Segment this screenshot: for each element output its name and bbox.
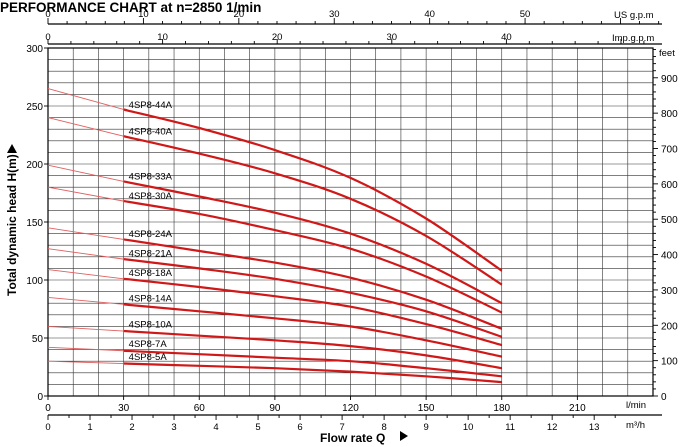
curve-extension-line: [47, 248, 124, 260]
imp-gpm-tick-label: 40: [501, 32, 512, 43]
m3h-tick-label: 5: [255, 422, 260, 433]
curve-label: 4SP8-10A: [129, 320, 173, 331]
lmin-tick-label: 90: [269, 403, 281, 414]
m3h-tick-label: 8: [381, 422, 386, 433]
tick-layer: 0 10 20 30 40 500 10 20 30 400 30 60 90 120 150 180 2100…: [26, 9, 678, 433]
curve-extension-line: [47, 296, 124, 305]
label-layer: 4SP8-44A 4SP8-40A 4SP8-33A 4SP8-30A 4SP8-24A…: [129, 100, 173, 363]
feet-tick-label: 600: [661, 180, 678, 191]
y-tick-label: 150: [26, 218, 43, 229]
m3h-tick-label: 11: [505, 422, 515, 433]
y-axis-title: Total dynamic head H(m): [5, 154, 19, 296]
us-gpm-tick-label: 40: [424, 9, 435, 20]
curve-label: 4SP8-24A: [129, 229, 173, 240]
performance-curve: [123, 303, 503, 358]
performance-curve: [123, 349, 502, 378]
y-tick-label: 50: [32, 334, 44, 345]
feet-tick-label: 0: [661, 392, 667, 403]
m3h-tick-label: 9: [423, 422, 428, 433]
performance-curve: [123, 180, 503, 305]
m3h-tick-label: 13: [589, 422, 600, 433]
curve-label: 4SP8-5A: [129, 352, 168, 363]
curve-extension-line: [47, 269, 124, 280]
us-gpm-tick-label: 50: [520, 9, 531, 20]
m3h-unit: m³/h: [626, 420, 645, 431]
imp-gpm-tick-label: 20: [272, 32, 283, 43]
m3h-tick-label: 10: [463, 422, 474, 433]
performance-curve: [123, 135, 503, 286]
curve-label: 4SP8-40A: [129, 126, 173, 137]
performance-curve: [123, 362, 502, 384]
us-gpm-tick-label: 0: [45, 9, 50, 20]
lmin-tick-label: 60: [194, 403, 206, 414]
curve-label: 4SP8-21A: [129, 248, 173, 259]
m3h-tick-label: 12: [547, 422, 558, 433]
feet-tick-label: 100: [661, 357, 678, 368]
m3h-tick-label: 1: [87, 422, 92, 433]
curve-extension-line: [47, 186, 124, 202]
feet-tick-label: 700: [661, 144, 678, 155]
y-axis-arrow-icon: [7, 144, 17, 153]
performance-curve: [123, 238, 503, 330]
m3h-tick-label: 3: [171, 422, 176, 433]
performance-curve: [123, 258, 503, 338]
m3h-tick-label: 2: [129, 422, 134, 433]
feet-tick-label: 900: [661, 74, 678, 85]
performance-curve: [123, 277, 503, 347]
imp-gpm-tick-label: 0: [45, 32, 50, 43]
feet-unit: feet: [659, 48, 675, 59]
m3h-tick-label: 0: [45, 422, 50, 433]
curve-extension-line: [47, 88, 124, 110]
curve-label: 4SP8-44A: [129, 100, 173, 111]
imp-gpm-unit: Imp.g.p.m: [612, 33, 654, 44]
us-gpm-unit: US g.p.m: [614, 10, 654, 21]
us-gpm-tick-label: 10: [138, 9, 149, 20]
performance-curve: [123, 200, 503, 314]
lmin-tick-label: 150: [418, 403, 435, 414]
y-tick-label: 300: [26, 44, 43, 55]
y-tick-label: 100: [26, 276, 43, 287]
imp-gpm-tick-label: 10: [157, 32, 168, 43]
feet-tick-label: 800: [661, 109, 678, 120]
lmin-tick-label: 180: [493, 403, 510, 414]
lmin-tick-label: 0: [45, 403, 51, 414]
y-tick-label: 250: [26, 102, 43, 113]
performance-curve: [123, 329, 502, 370]
grid-layer: [47, 47, 654, 397]
chart-title: PERFORMANCE CHART at n=2850 1/min: [0, 0, 262, 15]
feet-tick-label: 500: [661, 215, 678, 226]
m3h-tick-label: 4: [213, 422, 218, 433]
y-tick-label: 200: [26, 160, 43, 171]
curve-extension-line: [47, 325, 124, 332]
y-tick-label: 0: [37, 392, 43, 403]
curve-label: 4SP8-18A: [129, 268, 173, 279]
m3h-tick-label: 6: [297, 422, 302, 433]
curve-label: 4SP8-30A: [129, 191, 173, 202]
curve-label: 4SP8-7A: [129, 339, 168, 350]
curve-layer: [47, 88, 503, 384]
lmin-tick-label: 30: [118, 403, 130, 414]
curve-extension-line: [47, 360, 124, 364]
curve-label: 4SP8-14A: [129, 293, 173, 304]
lmin-tick-label: 120: [342, 403, 359, 414]
curve-extension-line: [47, 346, 124, 352]
lmin-tick-label: 210: [569, 403, 586, 414]
curve-extension-line: [47, 164, 124, 182]
us-gpm-tick-label: 20: [234, 9, 245, 20]
performance-curve: [123, 108, 503, 272]
curve-extension-line: [47, 117, 124, 137]
feet-tick-label: 300: [661, 286, 678, 297]
x-axis-title: Flow rate Q: [320, 431, 385, 445]
lmin-unit: l/min: [626, 400, 646, 411]
feet-tick-label: 200: [661, 321, 678, 332]
x-axis-arrow-icon: [400, 431, 408, 441]
us-gpm-tick-label: 30: [329, 9, 340, 20]
feet-tick-label: 400: [661, 251, 678, 262]
imp-gpm-tick-label: 30: [387, 32, 398, 43]
m3h-tick-label: 7: [339, 422, 344, 433]
curve-label: 4SP8-33A: [129, 171, 173, 182]
curve-extension-line: [47, 227, 124, 240]
